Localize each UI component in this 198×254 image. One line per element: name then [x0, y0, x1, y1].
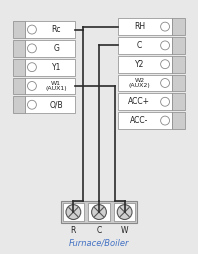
Circle shape — [66, 205, 81, 219]
Bar — [13, 21, 25, 38]
Circle shape — [92, 205, 106, 219]
Bar — [118, 75, 172, 91]
Text: G: G — [53, 44, 59, 53]
Text: W1
(AUX1): W1 (AUX1) — [45, 81, 67, 91]
Bar — [63, 203, 84, 221]
Bar — [172, 93, 185, 110]
Text: Furnace/Boiler: Furnace/Boiler — [69, 238, 129, 247]
Bar — [172, 56, 185, 73]
Circle shape — [28, 82, 36, 90]
Bar — [118, 112, 172, 129]
Bar — [118, 93, 172, 110]
Bar — [25, 40, 75, 57]
Bar — [25, 21, 75, 38]
Bar — [13, 40, 25, 57]
Bar — [172, 75, 185, 91]
Circle shape — [161, 22, 169, 31]
Bar — [13, 96, 25, 113]
Text: Y1: Y1 — [51, 63, 61, 72]
Circle shape — [161, 78, 169, 87]
Circle shape — [28, 63, 36, 72]
Bar — [13, 59, 25, 76]
Bar — [172, 112, 185, 129]
Text: W2
(AUX2): W2 (AUX2) — [129, 77, 150, 88]
Circle shape — [161, 41, 169, 50]
Bar — [118, 18, 172, 35]
Bar — [118, 37, 172, 54]
Bar — [172, 18, 185, 35]
Bar — [25, 96, 75, 113]
Circle shape — [28, 44, 36, 53]
Bar — [88, 203, 110, 221]
Circle shape — [161, 97, 169, 106]
Text: C: C — [96, 226, 102, 235]
Text: R: R — [71, 226, 76, 235]
Bar — [25, 77, 75, 94]
Bar — [13, 77, 25, 94]
Bar — [61, 201, 137, 223]
Bar — [172, 37, 185, 54]
Text: O/B: O/B — [50, 100, 63, 109]
Text: ACC+: ACC+ — [129, 97, 150, 106]
Circle shape — [117, 205, 132, 219]
Circle shape — [161, 60, 169, 69]
Text: C: C — [137, 41, 142, 50]
Text: RH: RH — [134, 22, 145, 31]
Text: Rc: Rc — [51, 25, 61, 34]
Circle shape — [28, 25, 36, 34]
Text: W: W — [121, 226, 128, 235]
Text: Y2: Y2 — [135, 60, 144, 69]
Bar — [118, 56, 172, 73]
Bar — [25, 59, 75, 76]
Circle shape — [28, 100, 36, 109]
Text: ACC-: ACC- — [130, 116, 149, 125]
Bar — [114, 203, 135, 221]
Circle shape — [161, 116, 169, 125]
